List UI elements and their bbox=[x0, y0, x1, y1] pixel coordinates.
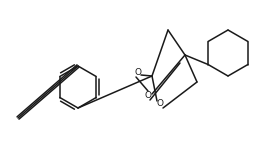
Text: O: O bbox=[135, 67, 142, 77]
Text: O: O bbox=[157, 99, 163, 108]
Text: O: O bbox=[145, 91, 152, 100]
